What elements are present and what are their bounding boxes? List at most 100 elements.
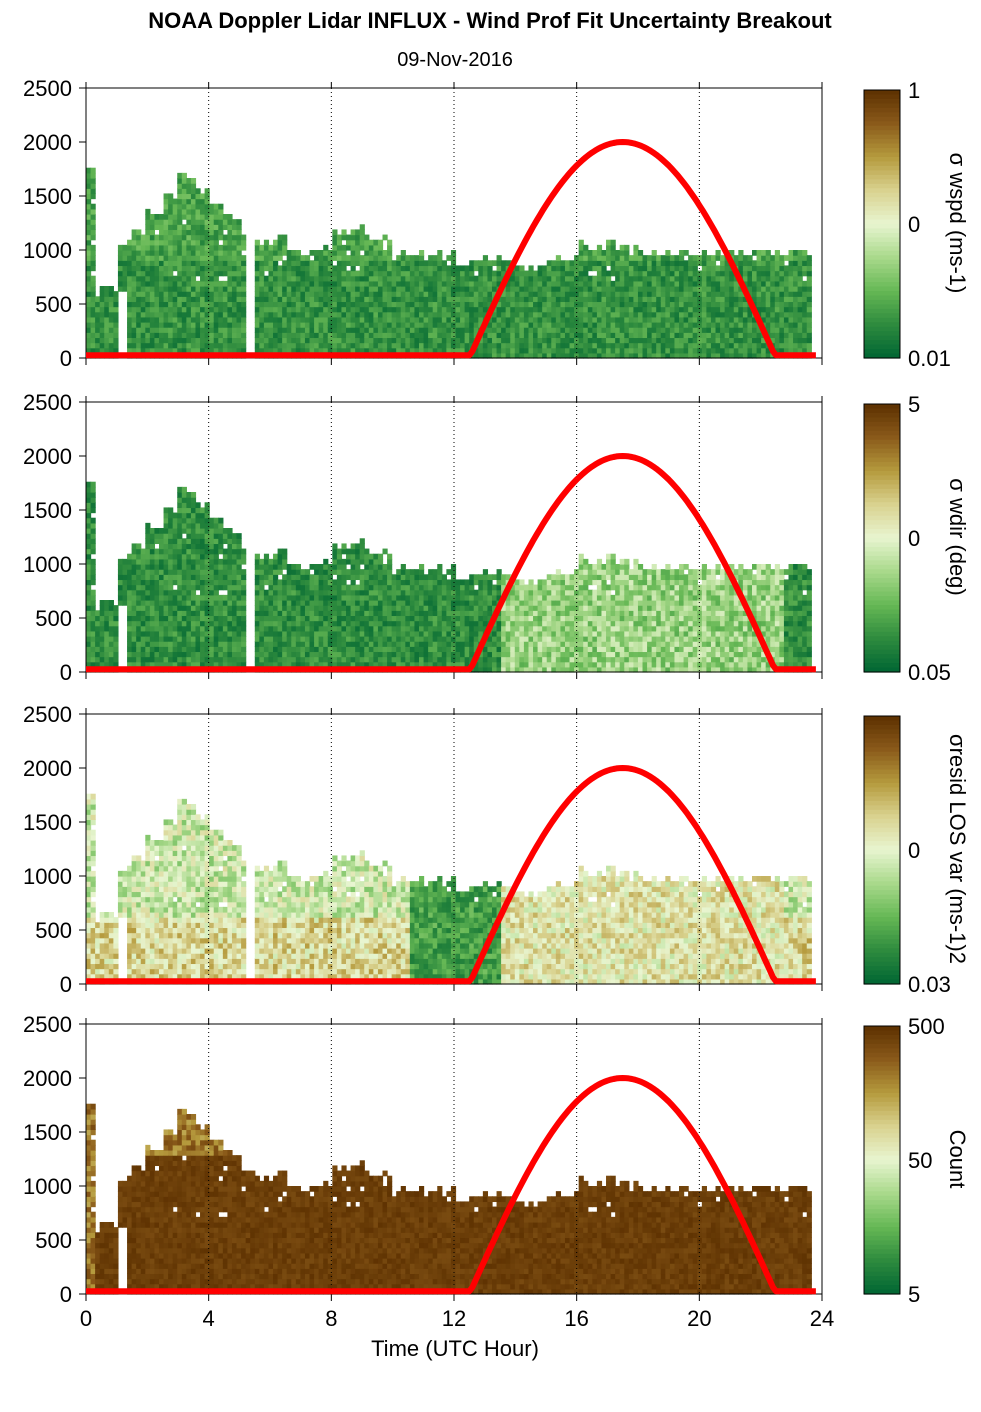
heatmap-cell	[633, 332, 639, 339]
heatmap-cell	[186, 558, 192, 565]
heatmap-cell	[259, 280, 265, 287]
heatmap-cell	[373, 337, 379, 344]
heatmap-cell	[273, 337, 279, 344]
heatmap-cell	[314, 615, 320, 622]
colorbar-swatch	[864, 250, 900, 256]
heatmap-cell	[168, 311, 174, 318]
heatmap-cell	[738, 250, 744, 256]
heatmap-cell	[359, 620, 365, 627]
heatmap-cell	[701, 280, 707, 287]
heatmap-cell	[259, 322, 265, 328]
heatmap-cell	[213, 594, 219, 601]
heatmap-cell	[514, 291, 520, 297]
heatmap-cell	[519, 270, 525, 277]
heatmap-cell	[286, 265, 292, 272]
heatmap-cell	[473, 347, 479, 354]
heatmap-cell	[738, 322, 744, 328]
heatmap-cell	[756, 280, 762, 287]
heatmap-cell	[273, 306, 279, 313]
heatmap-cell	[145, 610, 151, 617]
heatmap-cell	[314, 579, 320, 586]
heatmap-cell	[140, 250, 146, 256]
heatmap-cell	[606, 250, 612, 256]
heatmap-cell	[204, 275, 210, 282]
heatmap-cell	[578, 270, 584, 277]
heatmap-cell	[158, 594, 165, 601]
heatmap-cell	[263, 569, 270, 575]
heatmap-cell	[628, 280, 634, 287]
heatmap-cell	[564, 316, 571, 323]
heatmap-cell	[624, 291, 630, 297]
heatmap-cell	[172, 224, 178, 231]
heatmap-cell	[487, 337, 493, 344]
heatmap-cell	[222, 579, 229, 586]
heatmap-cell	[377, 291, 384, 297]
heatmap-cell	[469, 301, 475, 308]
heatmap-cell	[200, 574, 206, 581]
heatmap-cell	[163, 337, 169, 344]
heatmap-cell	[145, 250, 151, 256]
heatmap-cell	[200, 538, 206, 545]
heatmap-cell	[158, 636, 165, 642]
heatmap-cell	[720, 337, 726, 344]
heatmap-cell	[578, 280, 584, 287]
heatmap-cell	[154, 661, 160, 668]
heatmap-cell	[491, 332, 498, 339]
heatmap-cell	[163, 224, 169, 231]
heatmap-cell	[90, 188, 96, 195]
heatmap-cell	[460, 301, 466, 308]
heatmap-cell	[127, 620, 133, 627]
heatmap-cell	[423, 296, 429, 303]
heatmap-cell	[209, 528, 215, 534]
heatmap-cell	[163, 584, 169, 591]
heatmap-cell	[551, 296, 557, 303]
heatmap-cell	[300, 347, 306, 354]
heatmap-cell	[222, 224, 229, 231]
heatmap-cell	[181, 342, 187, 349]
heatmap-cell	[122, 244, 128, 251]
heatmap-cell	[738, 260, 744, 267]
heatmap-cell	[136, 630, 142, 637]
heatmap-cell	[387, 296, 393, 303]
heatmap-cell	[218, 234, 224, 241]
heatmap-cell	[222, 584, 229, 591]
colorbar-swatch	[864, 326, 900, 332]
heatmap-cell	[300, 306, 306, 313]
heatmap-cell	[346, 337, 352, 344]
heatmap-cell	[168, 625, 174, 632]
heatmap-cell	[90, 646, 96, 653]
heatmap-cell	[674, 255, 680, 261]
heatmap-cell	[720, 311, 726, 318]
heatmap-cell	[405, 347, 411, 354]
heatmap-wdir	[86, 481, 812, 673]
heatmap-cell	[314, 327, 320, 333]
heatmap-cell	[596, 352, 603, 359]
heatmap-cell	[359, 311, 365, 318]
heatmap-cell	[172, 234, 178, 241]
heatmap-cell	[236, 558, 242, 565]
heatmap-cell	[724, 316, 730, 323]
heatmap-cell	[309, 270, 315, 277]
heatmap-cell	[304, 260, 311, 267]
heatmap-cell	[268, 574, 274, 581]
heatmap-cell	[145, 553, 151, 560]
colorbar-swatch	[864, 308, 900, 314]
heatmap-cell	[624, 275, 630, 282]
heatmap-cell	[560, 327, 566, 333]
heatmap-cell	[131, 584, 137, 591]
heatmap-cell	[231, 291, 238, 297]
heatmap-cell	[181, 178, 187, 184]
heatmap-cell	[455, 337, 461, 344]
heatmap-cell	[432, 301, 438, 308]
heatmap-cell	[510, 301, 516, 308]
heatmap-cell	[446, 316, 452, 323]
heatmap-cell	[382, 270, 388, 277]
colorbar-swatch	[864, 143, 900, 149]
heatmap-cell	[697, 296, 703, 303]
heatmap-cell	[218, 594, 224, 601]
heatmap-cell	[222, 533, 229, 539]
heatmap-cell	[108, 347, 114, 354]
heatmap-cell	[368, 260, 374, 267]
heatmap-cell	[236, 275, 242, 282]
heatmap-cell	[241, 280, 247, 287]
